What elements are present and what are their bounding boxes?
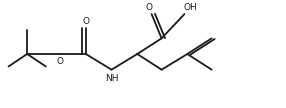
Text: NH: NH [105,74,118,83]
Text: O: O [57,57,63,66]
Text: OH: OH [183,3,197,12]
Text: O: O [145,3,152,12]
Text: O: O [82,17,89,26]
